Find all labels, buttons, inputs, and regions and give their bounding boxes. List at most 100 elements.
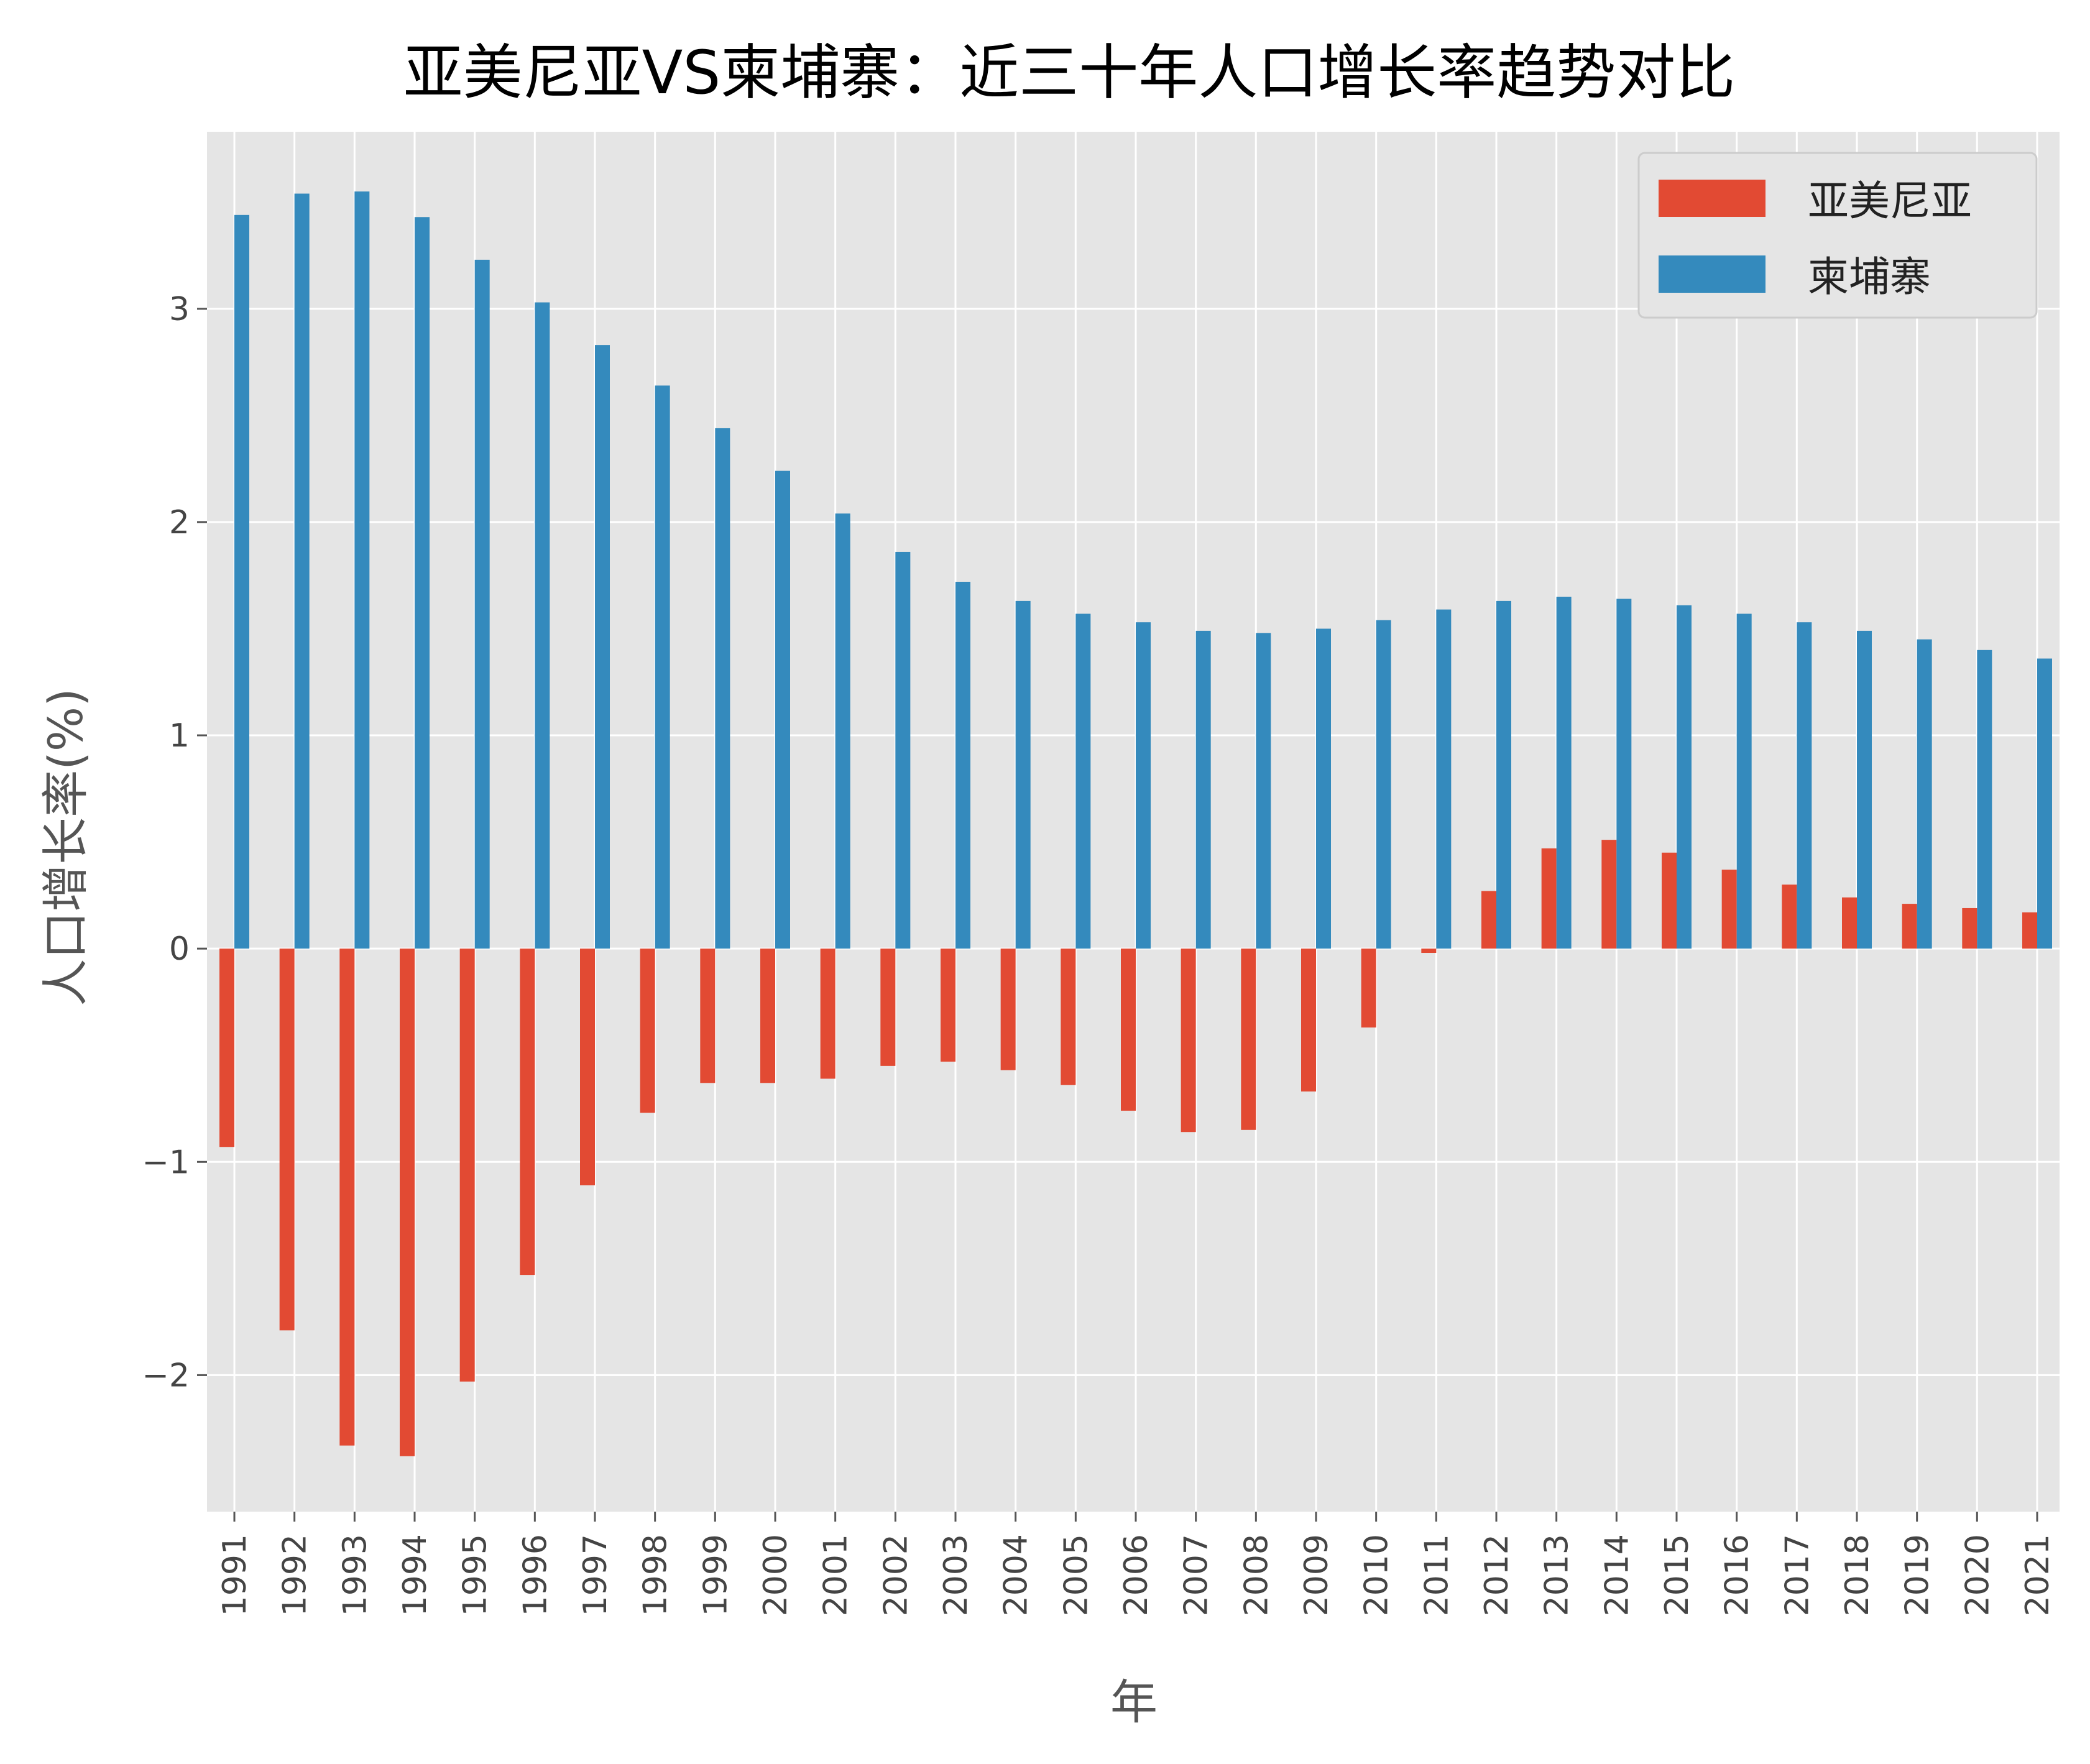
x-tick-label: 2007 (1178, 1534, 1215, 1616)
bar-cambodia (655, 385, 670, 949)
bar-armenia (279, 949, 295, 1331)
bar-cambodia (1075, 613, 1091, 949)
bar-armenia (1121, 949, 1136, 1111)
x-tick-label: 2011 (1418, 1534, 1455, 1616)
bar-armenia (520, 949, 535, 1275)
bar-cambodia (715, 428, 730, 949)
y-tick-label: 0 (169, 930, 190, 968)
bar-armenia (400, 949, 415, 1456)
bar-cambodia (1857, 630, 1872, 949)
x-tick-label: 1992 (277, 1534, 314, 1616)
y-tick-label: −2 (142, 1357, 190, 1394)
x-tick-label: 2008 (1238, 1534, 1275, 1616)
x-tick-label: 2006 (1118, 1534, 1155, 1616)
bar-cambodia (1616, 599, 1632, 949)
bar-armenia (700, 949, 716, 1083)
legend-swatch-cambodia (1659, 255, 1765, 293)
bar-cambodia (1015, 600, 1031, 949)
x-axis-label: 年 (1110, 1674, 1158, 1730)
x-tick-label: 2001 (817, 1534, 855, 1616)
x-tick-label: 1993 (336, 1534, 374, 1616)
x-tick-label: 1991 (216, 1534, 254, 1616)
bar-cambodia (1917, 639, 1932, 949)
bar-armenia (880, 949, 896, 1066)
bar-armenia (1361, 949, 1376, 1028)
bar-cambodia (1736, 613, 1752, 949)
bar-cambodia (955, 581, 970, 949)
bar-armenia (1241, 949, 1256, 1130)
bar-cambodia (234, 214, 249, 949)
chart-title: 亚美尼亚VS柬埔寨：近三十年人口增长率趋势对比 (403, 38, 1736, 108)
bar-cambodia (535, 302, 550, 949)
x-tick-label: 2002 (877, 1534, 914, 1616)
bar-armenia (1481, 891, 1496, 949)
legend: 亚美尼亚 柬埔寨 (1637, 152, 2038, 319)
bar-armenia (1421, 949, 1437, 953)
bar-cambodia (1556, 597, 1572, 949)
bar-armenia (2022, 912, 2037, 949)
bar-cambodia (1195, 630, 1211, 949)
bar-cambodia (294, 193, 310, 949)
bar-armenia (1301, 949, 1316, 1092)
x-tick-label: 2020 (1959, 1534, 1996, 1616)
y-tick-label: 1 (169, 717, 190, 755)
bar-armenia (339, 949, 355, 1446)
x-tick-label: 2017 (1779, 1534, 1816, 1616)
ticks: −2 −1 0 1 2 3 1991 1992 1993 1994 1995 1996 1997 1998… (142, 291, 2056, 1617)
legend-swatch-armenia (1659, 180, 1765, 217)
bar-cambodia (1136, 622, 1151, 949)
x-tick-label: 2014 (1598, 1534, 1636, 1616)
bar-armenia (941, 949, 955, 1062)
bar-cambodia (1436, 609, 1452, 949)
bar-armenia (1721, 870, 1737, 949)
bar-cambodia (895, 551, 911, 949)
y-tick-label: 3 (169, 291, 190, 328)
bar-armenia (1902, 904, 1917, 949)
x-tick-label: 2009 (1298, 1534, 1335, 1616)
x-tick-label: 1997 (577, 1534, 614, 1616)
bar-armenia (1061, 949, 1076, 1085)
x-tick-label: 1994 (397, 1534, 434, 1616)
bar-cambodia (415, 217, 430, 949)
x-tick-label: 1995 (457, 1534, 494, 1616)
bars (219, 191, 2052, 1456)
x-tick-label: 2000 (757, 1534, 794, 1616)
bar-armenia (1662, 852, 1677, 949)
x-tick-label: 2013 (1539, 1534, 1576, 1616)
x-tick-label: 2003 (937, 1534, 975, 1616)
x-tick-label: 1996 (517, 1534, 554, 1616)
bar-cambodia (1797, 622, 1812, 949)
bar-armenia (1541, 848, 1557, 949)
x-tick-label: 2018 (1839, 1534, 1876, 1616)
x-tick-label: 2004 (998, 1534, 1035, 1616)
x-tick-label: 2012 (1478, 1534, 1516, 1616)
bar-cambodia (2037, 658, 2052, 949)
y-tick-label: −1 (142, 1144, 190, 1181)
x-tick-label: 2016 (1719, 1534, 1756, 1616)
bar-armenia (640, 949, 655, 1113)
bar-cambodia (595, 345, 610, 949)
bar-cambodia (835, 513, 850, 949)
x-tick-label: 2005 (1057, 1534, 1095, 1616)
bar-cambodia (1977, 650, 1992, 949)
bar-cambodia (354, 191, 370, 949)
x-tick-label: 2021 (2019, 1534, 2056, 1616)
x-tick-label: 2010 (1358, 1534, 1396, 1616)
bar-armenia (760, 949, 775, 1083)
x-tick-label: 1998 (637, 1534, 674, 1616)
bar-armenia (580, 949, 595, 1186)
bar-cambodia (775, 471, 790, 949)
x-tick-label: 1999 (697, 1534, 734, 1616)
bar-armenia (1962, 907, 1977, 949)
x-tick-label: 2015 (1659, 1534, 1696, 1616)
bar-armenia (1000, 949, 1016, 1070)
y-axis-label: 人口增长率(%) (38, 688, 93, 1006)
bar-cambodia (1256, 633, 1271, 949)
bar-cambodia (474, 259, 490, 949)
bar-armenia (219, 949, 234, 1147)
legend-label-armenia: 亚美尼亚 (1808, 177, 1972, 225)
x-tick-label: 2019 (1899, 1534, 1936, 1616)
bar-cambodia (1496, 600, 1511, 949)
